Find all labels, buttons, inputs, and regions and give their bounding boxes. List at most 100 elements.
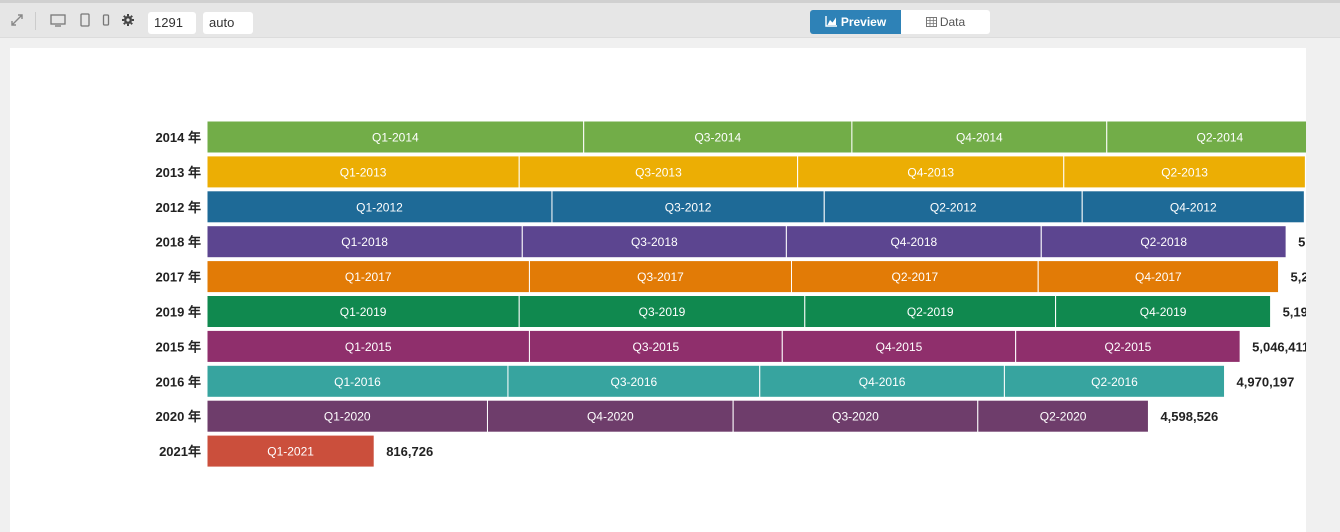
segment-label: Q3-2014 — [694, 131, 741, 145]
segment-label: Q1-2015 — [345, 340, 392, 354]
total-label: 5,046,411 — [1252, 339, 1306, 354]
bar-segment[interactable] — [206, 225, 523, 259]
segment-label: Q2-2019 — [907, 305, 954, 319]
total-label: 4,970,197 — [1237, 374, 1295, 389]
bar-segment[interactable] — [583, 120, 853, 154]
bar-segment[interactable] — [1040, 225, 1287, 259]
bar-segment[interactable] — [528, 329, 783, 363]
segment-label: Q1-2020 — [324, 410, 371, 424]
preview-tab-label: Preview — [840, 15, 887, 29]
segment-label: Q4-2016 — [859, 375, 906, 389]
bar-segment[interactable] — [551, 190, 825, 224]
category-label: 2017 年 — [155, 270, 201, 285]
total-label: 5,234,0 — [1291, 270, 1306, 285]
chart-canvas: 2014 年Q1-2014Q3-2014Q4-2014Q2-20145,4201… — [10, 48, 1306, 532]
bar-segment[interactable] — [206, 434, 375, 468]
category-label: 2015 年 — [155, 339, 201, 354]
category-label: 2012 年 — [155, 200, 201, 215]
toolbar: 1291 auto Preview Data — [0, 0, 1340, 38]
bar-segment[interactable] — [518, 155, 799, 189]
segment-label: Q4-2018 — [890, 235, 937, 249]
segment-label: Q2-2013 — [1161, 165, 1208, 179]
bar-segment[interactable] — [1003, 364, 1226, 398]
segment-label: Q2-2014 — [1197, 131, 1244, 145]
total-label: 816,726 — [386, 444, 433, 459]
segment-label: Q2-2012 — [930, 200, 977, 214]
category-label: 2021年 — [159, 444, 201, 459]
category-label: 2020 年 — [155, 409, 201, 424]
stacked-bar-chart: 2014 年Q1-2014Q3-2014Q4-2014Q2-20145,4201… — [155, 120, 1306, 468]
bar-segment[interactable] — [518, 295, 806, 328]
expand-icon[interactable] — [10, 13, 24, 27]
category-label: 2019 年 — [155, 305, 201, 320]
category-label: 2018 年 — [155, 235, 201, 250]
segment-label: Q4-2019 — [1140, 305, 1187, 319]
bar-segment[interactable] — [1037, 260, 1280, 294]
total-label: 5,195,13 — [1283, 305, 1306, 320]
bar-segment[interactable] — [1015, 329, 1241, 363]
category-label: 2013 年 — [155, 165, 201, 180]
bar-segment[interactable] — [528, 260, 792, 294]
bar-segment[interactable] — [206, 260, 530, 294]
tablet-icon[interactable] — [78, 13, 92, 27]
segment-label: Q1-2017 — [345, 270, 392, 284]
bar-segment[interactable] — [507, 364, 761, 398]
segment-label: Q2-2020 — [1040, 410, 1087, 424]
bar-segment[interactable] — [1055, 295, 1272, 328]
segment-label: Q1-2018 — [341, 235, 388, 249]
chart-icon — [825, 11, 838, 35]
segment-label: Q4-2015 — [876, 340, 923, 354]
segment-label: Q3-2013 — [635, 165, 682, 179]
bar-segment[interactable] — [759, 364, 1005, 398]
width-input[interactable]: 1291 — [148, 12, 196, 34]
segment-label: Q1-2019 — [340, 305, 387, 319]
bar-segment[interactable] — [1106, 120, 1306, 154]
mobile-icon[interactable] — [99, 13, 113, 27]
desktop-icon[interactable] — [50, 13, 66, 27]
bar-segment[interactable] — [785, 225, 1042, 259]
segment-label: Q3-2018 — [631, 235, 678, 249]
bar-segment[interactable] — [206, 155, 520, 189]
segment-label: Q3-2020 — [832, 410, 879, 424]
total-label: 4,598,526 — [1160, 409, 1218, 424]
data-tab-label: Data — [939, 15, 966, 29]
bar-segment[interactable] — [521, 225, 787, 259]
bar-segment[interactable] — [1081, 190, 1305, 224]
segment-label: Q1-2013 — [340, 165, 387, 179]
segment-label: Q4-2012 — [1170, 200, 1217, 214]
segment-label: Q1-2014 — [372, 131, 419, 145]
preview-tab[interactable]: Preview — [810, 10, 901, 34]
bar-segment[interactable] — [732, 399, 979, 433]
segment-label: Q2-2018 — [1140, 235, 1187, 249]
bar-segment[interactable] — [797, 155, 1065, 189]
bar-segment[interactable] — [1063, 155, 1306, 189]
bar-segment[interactable] — [823, 190, 1083, 224]
segment-label: Q4-2017 — [1135, 270, 1182, 284]
segment-label: Q3-2016 — [611, 375, 658, 389]
bar-segment[interactable] — [206, 190, 553, 224]
gear-icon[interactable] — [121, 13, 135, 27]
segment-label: Q1-2016 — [334, 375, 381, 389]
segment-label: Q2-2017 — [891, 270, 938, 284]
height-input[interactable]: auto — [203, 12, 253, 34]
segment-label: Q4-2013 — [907, 165, 954, 179]
segment-label: Q2-2016 — [1091, 375, 1138, 389]
bar-segment[interactable] — [206, 295, 520, 328]
bar-segment[interactable] — [781, 329, 1017, 363]
segment-label: Q4-2020 — [587, 410, 634, 424]
segment-label: Q3-2019 — [639, 305, 686, 319]
bar-segment[interactable] — [790, 260, 1039, 294]
scroll-gutter — [1306, 38, 1340, 532]
bar-segment[interactable] — [206, 364, 509, 398]
table-icon — [925, 11, 937, 35]
bar-segment[interactable] — [206, 329, 530, 363]
bar-segment[interactable] — [977, 399, 1149, 433]
segment-label: Q3-2015 — [633, 340, 680, 354]
segment-label: Q4-2014 — [956, 131, 1003, 145]
segment-label: Q3-2017 — [637, 270, 684, 284]
segment-label: Q1-2012 — [356, 200, 403, 214]
data-tab[interactable]: Data — [901, 10, 990, 34]
toolbar-divider — [35, 12, 36, 30]
bar-segment[interactable] — [804, 295, 1057, 328]
segment-label: Q3-2012 — [665, 200, 712, 214]
